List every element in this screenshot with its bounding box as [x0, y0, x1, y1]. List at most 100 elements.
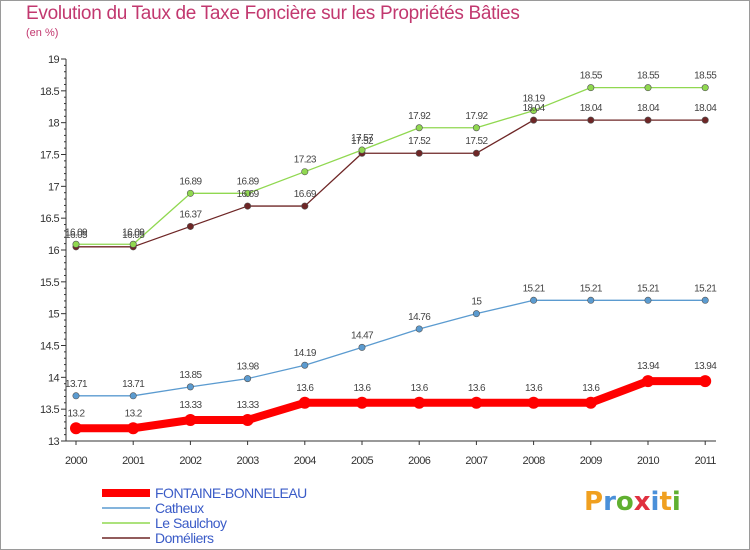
data-point	[701, 84, 709, 92]
data-label: 18.04	[580, 103, 603, 114]
x-tick-label: 2008	[523, 455, 546, 467]
y-tick-label: 14	[48, 372, 60, 384]
data-label: 16.89	[237, 176, 260, 187]
legend-label: FONTAINE-BONNELEAU	[155, 485, 307, 501]
data-point	[587, 296, 595, 304]
data-label: 16.69	[294, 189, 317, 200]
data-point	[72, 392, 80, 400]
data-label: 18.19	[523, 94, 546, 105]
data-point	[244, 189, 252, 197]
y-tick-label: 18.5	[40, 86, 59, 98]
data-point	[470, 396, 483, 409]
series-1	[72, 296, 709, 400]
data-point	[644, 296, 652, 304]
data-label: 16.37	[179, 209, 202, 220]
data-point	[472, 310, 480, 318]
data-point	[70, 422, 82, 435]
data-point	[701, 296, 709, 304]
logo-letter: r	[603, 487, 616, 517]
legend-label: Catheux	[155, 500, 204, 516]
data-label: 18.04	[523, 103, 546, 114]
data-point	[472, 124, 480, 132]
data-label: 16.05	[122, 230, 145, 241]
data-point	[642, 375, 654, 388]
x-tick-label: 2001	[122, 455, 145, 467]
data-label: 15	[471, 297, 482, 308]
x-tick-label: 2007	[465, 455, 488, 467]
data-point	[644, 116, 652, 124]
data-label: 13.6	[353, 383, 371, 394]
data-label: 16.05	[65, 230, 88, 241]
data-point	[584, 396, 597, 409]
series-labels-2: 16.09 16.09 16.89 16.89 17.23 17.57 17.92 17.92…	[65, 71, 718, 239]
data-label: 13.6	[296, 383, 314, 394]
data-label: 13.2	[125, 408, 143, 419]
data-label: 18.55	[580, 71, 603, 82]
data-label: 17.52	[351, 136, 374, 147]
data-point	[184, 413, 197, 426]
data-label: 14.76	[408, 312, 431, 323]
data-label: 17.52	[408, 136, 431, 147]
logo-letter: t	[659, 487, 672, 517]
data-point	[415, 149, 423, 157]
logo-letter: x	[633, 487, 651, 517]
y-tick-label: 13	[48, 436, 60, 448]
x-tick-label: 2011	[695, 455, 717, 467]
proxiti-logo: Proxiti	[584, 487, 694, 527]
data-point	[358, 343, 366, 351]
data-point	[587, 116, 595, 124]
y-tick-label: 15.5	[40, 277, 59, 289]
data-point	[301, 202, 309, 210]
data-point	[530, 107, 538, 115]
data-point	[244, 375, 252, 383]
data-point	[301, 168, 309, 176]
data-point	[356, 396, 368, 409]
legend-label: Le Saulchoy	[155, 515, 227, 531]
logo-letter: o	[615, 487, 634, 517]
data-point	[644, 84, 652, 92]
data-label: 13.33	[179, 400, 202, 411]
data-point	[527, 396, 540, 409]
y-tick-label: 16.5	[40, 213, 59, 225]
data-point	[530, 116, 538, 124]
data-point	[186, 189, 194, 197]
y-tick-label: 19	[48, 54, 60, 66]
series-line	[76, 87, 706, 245]
data-label: 17.23	[294, 155, 317, 166]
series-0	[70, 375, 712, 435]
chart-axes: 13 13.5 14 14.5 15 15.5 16 16.5 17 17.5 18 18.5 19 20…	[40, 54, 717, 467]
series-labels-1: 13.71 13.71 13.85 13.98 14.19 14.47 14.76 15 15.…	[65, 283, 718, 390]
y-tick-label: 17.5	[40, 150, 59, 162]
x-tick-label: 2004	[294, 455, 317, 467]
data-point	[530, 296, 538, 304]
chart-title: Evolution du Taux de Taxe Foncière sur l…	[26, 3, 520, 24]
series-line	[76, 119, 706, 248]
x-tick-label: 2010	[637, 455, 660, 467]
y-tick-label: 18	[48, 118, 60, 130]
data-point	[72, 240, 80, 248]
data-label: 13.85	[179, 370, 202, 381]
logo-letter: P	[584, 487, 604, 517]
data-point	[415, 325, 423, 333]
data-label: 17.92	[465, 111, 488, 122]
data-label: 14.19	[294, 348, 317, 359]
data-point	[301, 361, 309, 369]
legend-label: Doméliers	[155, 530, 214, 546]
data-label: 18.55	[637, 71, 660, 82]
chart-unit-label: (en %)	[26, 27, 59, 39]
y-tick-label: 16	[48, 245, 60, 257]
data-point	[701, 116, 709, 124]
data-point	[358, 146, 366, 154]
data-label: 16.89	[179, 176, 202, 187]
data-point	[244, 202, 252, 210]
y-tick-label: 14.5	[40, 341, 59, 353]
data-point	[129, 240, 137, 248]
data-label: 13.98	[237, 362, 260, 373]
data-label: 13.6	[582, 383, 600, 394]
series-2	[72, 84, 709, 248]
data-label: 18.04	[637, 103, 660, 114]
data-label: 15.21	[523, 283, 546, 294]
data-label: 15.21	[580, 283, 603, 294]
